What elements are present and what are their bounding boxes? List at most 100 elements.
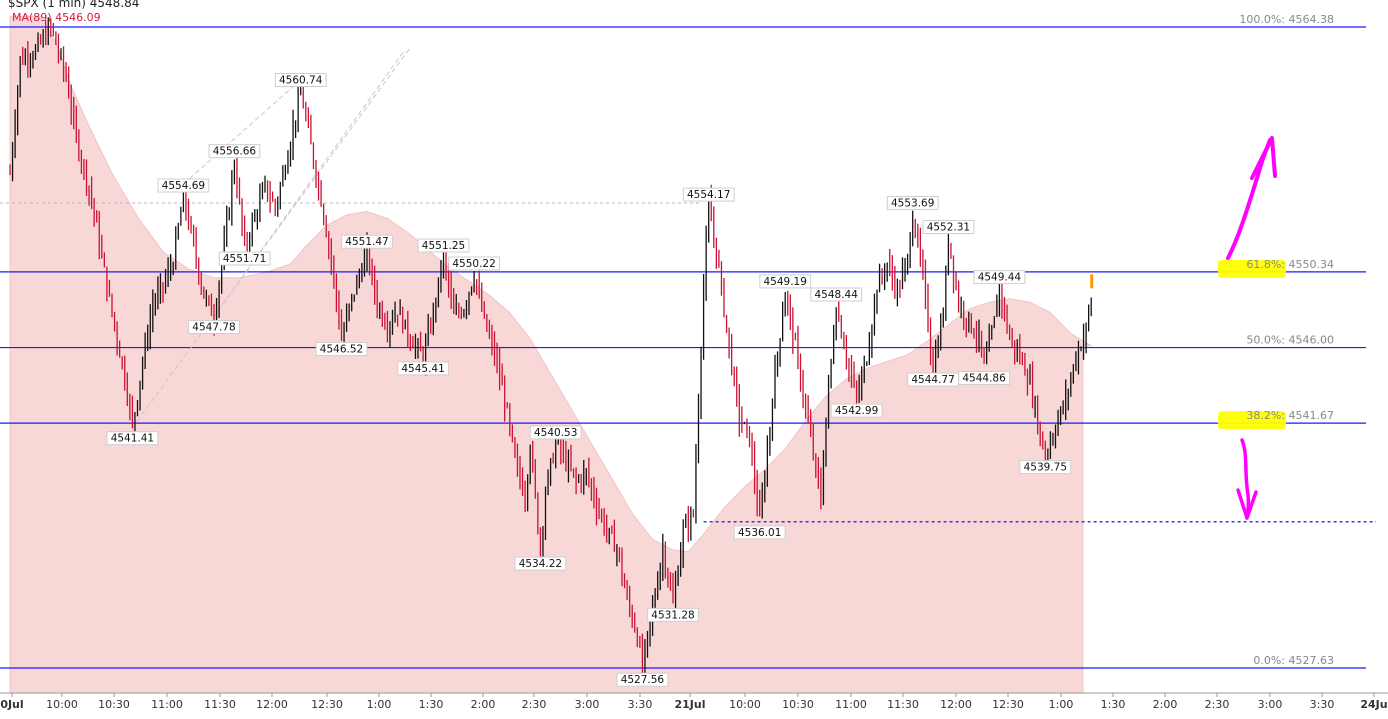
price-label: 4546.52	[320, 344, 363, 356]
price-label: 4531.28	[651, 609, 694, 621]
price-label: 4534.22	[519, 558, 562, 570]
price-label-box	[830, 403, 883, 418]
price-label: 4544.77	[911, 374, 954, 386]
price-label: 4550.22	[452, 258, 495, 270]
x-tick-label: 10:30	[98, 698, 130, 711]
price-label-box	[682, 187, 735, 202]
x-tick-label: 1:00	[367, 698, 392, 711]
x-tick-label: 2:30	[1205, 698, 1230, 711]
price-label: 4544.86	[962, 372, 1006, 384]
x-tick-label: 10:30	[782, 698, 814, 711]
price-label-box	[647, 607, 699, 622]
price-label-box	[397, 361, 450, 376]
price-label-box	[886, 195, 939, 210]
hand-drawn-arrows	[1226, 136, 1277, 520]
price-label: 4549.19	[763, 276, 806, 288]
x-tick-label: 3:00	[1258, 698, 1283, 711]
fib-highlight	[1218, 411, 1286, 430]
price-label-box	[341, 234, 393, 249]
price-label-box	[759, 274, 812, 289]
price-label: 4552.31	[927, 222, 970, 234]
x-axis: 0Jul 10:00 10:30 11:00 11:30 12:00 12:30 1:00 1:…	[0, 692, 1388, 711]
x-tick-label: 10:00	[729, 698, 761, 711]
down-arrow-head	[1236, 488, 1258, 520]
x-tick-label: 12:30	[311, 698, 343, 711]
channel-line	[131, 47, 411, 428]
price-label-box	[157, 178, 210, 193]
x-tick-label: 11:30	[887, 698, 919, 711]
fib-label: 61.8%: 4550.34	[1246, 258, 1334, 271]
price-label-box	[448, 256, 501, 271]
price-label-box	[208, 144, 261, 159]
price-label-box	[274, 72, 327, 87]
symbol-line: $SPX (1 min) 4548.84	[8, 0, 140, 10]
price-label-box	[973, 270, 1026, 285]
price-label: 4527.56	[621, 674, 665, 686]
x-tick-label: 10:00	[46, 698, 78, 711]
price-label: 4551.71	[223, 253, 266, 265]
last-price-marker	[1090, 274, 1094, 289]
price-label: 4541.41	[111, 433, 154, 445]
price-label-box	[514, 556, 567, 571]
price-annotations: 4541.41 4547.78 4554.69 4556.66 4551.71 4560.…	[106, 72, 1072, 687]
price-label: 4539.75	[1024, 462, 1067, 474]
x-tick-label: 3:00	[575, 698, 600, 711]
price-label: 4553.69	[891, 197, 934, 209]
price-label: 4554.69	[162, 180, 205, 192]
x-tick-label: 12:00	[940, 698, 972, 711]
x-tick-label: 3:30	[1310, 698, 1335, 711]
x-tick-label: 1:30	[419, 698, 444, 711]
x-tick-label: 1:30	[1101, 698, 1126, 711]
price-label-box	[188, 320, 240, 335]
x-tick-label: 12:30	[992, 698, 1024, 711]
fib-label: 50.0%: 4546.00	[1246, 334, 1334, 347]
price-label-box	[1019, 460, 1072, 475]
price-label: 4548.44	[814, 289, 858, 301]
price-label: 4554.17	[687, 189, 730, 201]
fib-highlight	[1218, 259, 1286, 278]
x-tick-label: 11:30	[204, 698, 236, 711]
price-label: 4547.78	[192, 322, 235, 334]
up-arrow-head	[1250, 136, 1277, 180]
channel-line	[183, 83, 297, 185]
fib-label: 100.0%: 4564.38	[1239, 13, 1334, 26]
x-tick-label: 11:00	[151, 698, 183, 711]
price-label: 4551.25	[422, 240, 465, 252]
price-label: 4542.99	[835, 405, 878, 417]
price-label-box	[218, 251, 271, 266]
price-label-box	[616, 672, 669, 687]
ma-line: MA(89) 4546.09	[12, 11, 101, 24]
price-label-box	[417, 238, 470, 253]
price-label-box	[106, 431, 159, 446]
price-label: 4540.53	[534, 427, 577, 439]
price-label-box	[315, 342, 368, 357]
x-tick-label: 0Jul	[0, 698, 23, 711]
fib-label: 38.2%: 4541.67	[1246, 409, 1334, 422]
fib-label: 0.0%: 4527.63	[1253, 654, 1334, 667]
price-label-box	[958, 370, 1011, 385]
channel-line	[213, 50, 405, 317]
candles	[9, 17, 1094, 685]
x-tick-label: 12:00	[256, 698, 288, 711]
x-tick-label: 3:30	[628, 698, 653, 711]
price-label-box	[733, 525, 786, 540]
price-label: 4549.44	[978, 272, 1022, 284]
trend-lines	[0, 47, 700, 428]
price-label-box	[922, 220, 975, 235]
x-tick-label: 21Jul	[674, 698, 705, 711]
x-tick-label: 2:00	[1153, 698, 1178, 711]
price-label: 4536.01	[738, 527, 781, 539]
price-label-box	[810, 287, 863, 302]
x-tick-label: 1:00	[1049, 698, 1074, 711]
chart-header: $SPX (1 min) 4548.84 MA(89) 4546.09	[8, 0, 140, 24]
price-label: 4560.74	[279, 74, 323, 86]
price-label: 4545.41	[401, 363, 444, 375]
x-tick-label: 2:30	[522, 698, 547, 711]
price-label: 4556.66	[213, 146, 257, 158]
price-label-box	[529, 425, 582, 440]
x-tick-label: 11:00	[835, 698, 867, 711]
x-tick-label: 24Ju	[1360, 698, 1387, 711]
price-label: 4551.47	[345, 236, 388, 248]
